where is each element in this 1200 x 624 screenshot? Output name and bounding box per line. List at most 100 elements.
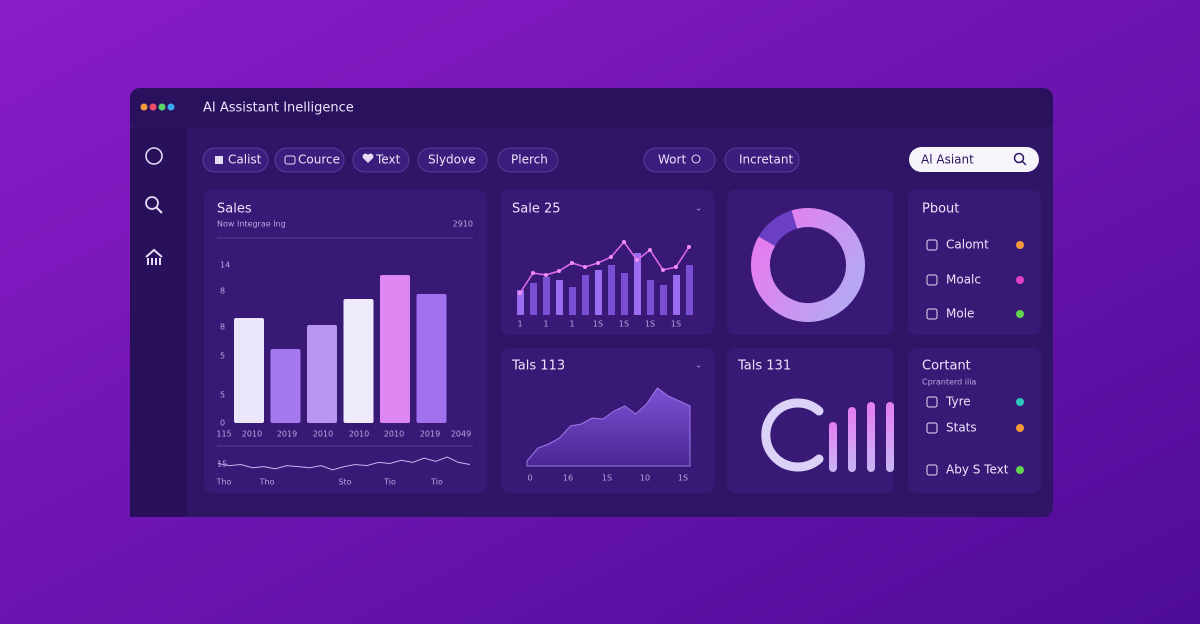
bar (686, 265, 693, 315)
x-tick-label: 1S (602, 474, 612, 483)
donut-segment (751, 208, 866, 322)
x-tick-label: 2019 (420, 430, 440, 439)
panel (908, 190, 1041, 335)
panel-menu[interactable]: ⌄ (695, 361, 702, 370)
item-icon (926, 239, 938, 251)
window-title: AI Assistant Inelligence (203, 101, 354, 116)
toolbar-button[interactable] (643, 147, 716, 173)
button-icon (284, 155, 296, 165)
item-label: Aby S Text (946, 463, 1009, 477)
x-tick-label: 2010 (313, 430, 333, 439)
panel-title: Tals 113 (511, 359, 565, 374)
bar (234, 318, 264, 423)
line-point (544, 273, 548, 277)
line-point (622, 240, 626, 244)
bar (608, 265, 615, 315)
button-icon (691, 154, 701, 164)
toolbar-label: Text (375, 153, 401, 167)
bar (517, 290, 524, 315)
panel-title: Pbout (922, 202, 959, 217)
toolbar-button[interactable] (724, 147, 800, 173)
x-tick-label: 1S (593, 320, 603, 329)
bar (647, 280, 654, 315)
line-point (557, 269, 561, 273)
bar (634, 253, 641, 315)
panel-title: Sales (217, 202, 252, 217)
toolbar-label: Calist (228, 153, 262, 167)
line (519, 240, 690, 294)
status-dot (1016, 398, 1024, 406)
y-tick-label: 14 (220, 261, 230, 270)
bar (530, 283, 537, 315)
y-tick-label: 0 (220, 419, 225, 428)
x-tick-label: 1S (671, 320, 681, 329)
toolbar-button[interactable] (274, 147, 345, 173)
item-icon (926, 308, 938, 320)
home-icon[interactable] (145, 248, 163, 265)
line-point (687, 245, 691, 249)
item-label: Moalc (946, 273, 981, 287)
panel-subtitle: Cpranterd ilia (922, 378, 976, 387)
line-point (674, 265, 678, 269)
x-tick-label: 2019 (277, 430, 297, 439)
x-tick-label: Tho (259, 478, 275, 487)
bar (673, 275, 680, 315)
window-dot (140, 103, 148, 111)
search-icon (1021, 160, 1027, 166)
bar (543, 277, 550, 315)
toolbar-button[interactable] (417, 147, 488, 173)
x-tick-label: 1 (543, 320, 548, 329)
y-tick-label: 5 (220, 391, 225, 400)
bar (582, 275, 589, 315)
y-tick-label: 8 (220, 287, 225, 296)
x-tick-label: 16 (563, 474, 573, 483)
line-point (583, 265, 587, 269)
item-label: Calomt (946, 238, 989, 252)
bar (595, 270, 602, 315)
x-tick-label: 1S (645, 320, 655, 329)
panel-title: Sale 25 (512, 202, 561, 217)
toolbar-label: Cource (298, 153, 340, 167)
status-dot (1016, 310, 1024, 318)
panel (908, 348, 1041, 493)
window-dot (167, 103, 175, 111)
status-dot (1016, 276, 1024, 284)
toolbar-button[interactable] (202, 147, 269, 173)
x-tick-label: 2010 (349, 430, 369, 439)
x-tick-label: 1 (569, 320, 574, 329)
search-icon[interactable] (145, 196, 159, 210)
c-arc (761, 398, 824, 472)
bar (307, 325, 337, 423)
bar (569, 287, 576, 315)
x-tick-label: 115 (216, 430, 231, 439)
search-placeholder: Al Asiant (921, 153, 974, 167)
bar (270, 349, 301, 423)
item-icon (926, 274, 938, 286)
line-point (531, 271, 535, 275)
line-point (596, 261, 600, 265)
line-point (570, 261, 574, 265)
x-tick-label: Tio (430, 478, 443, 487)
x-tick-label: Tho (216, 478, 232, 487)
toolbar-label: Incretant (739, 153, 793, 167)
x-tick-label: 2010 (384, 430, 404, 439)
x-tick-label: Tio (383, 478, 396, 487)
bar (660, 285, 667, 315)
panel-menu[interactable]: ⌄ (695, 204, 702, 213)
line-point (648, 248, 652, 252)
status-dot (1016, 424, 1024, 432)
sidebar-icon[interactable] (145, 147, 163, 165)
bar (621, 273, 628, 315)
toolbar-button[interactable] (497, 147, 559, 173)
item-icon (926, 422, 938, 434)
line-point (635, 258, 639, 262)
toolbar-label: Slydove (428, 153, 476, 167)
area (526, 387, 691, 467)
search-icon (1013, 152, 1025, 164)
search-box[interactable] (909, 147, 1039, 172)
bar (556, 280, 563, 315)
item-label: Tyre (945, 395, 971, 409)
bar (829, 422, 837, 472)
search-icon (155, 206, 163, 214)
x-tick-label: 2049 (451, 430, 471, 439)
